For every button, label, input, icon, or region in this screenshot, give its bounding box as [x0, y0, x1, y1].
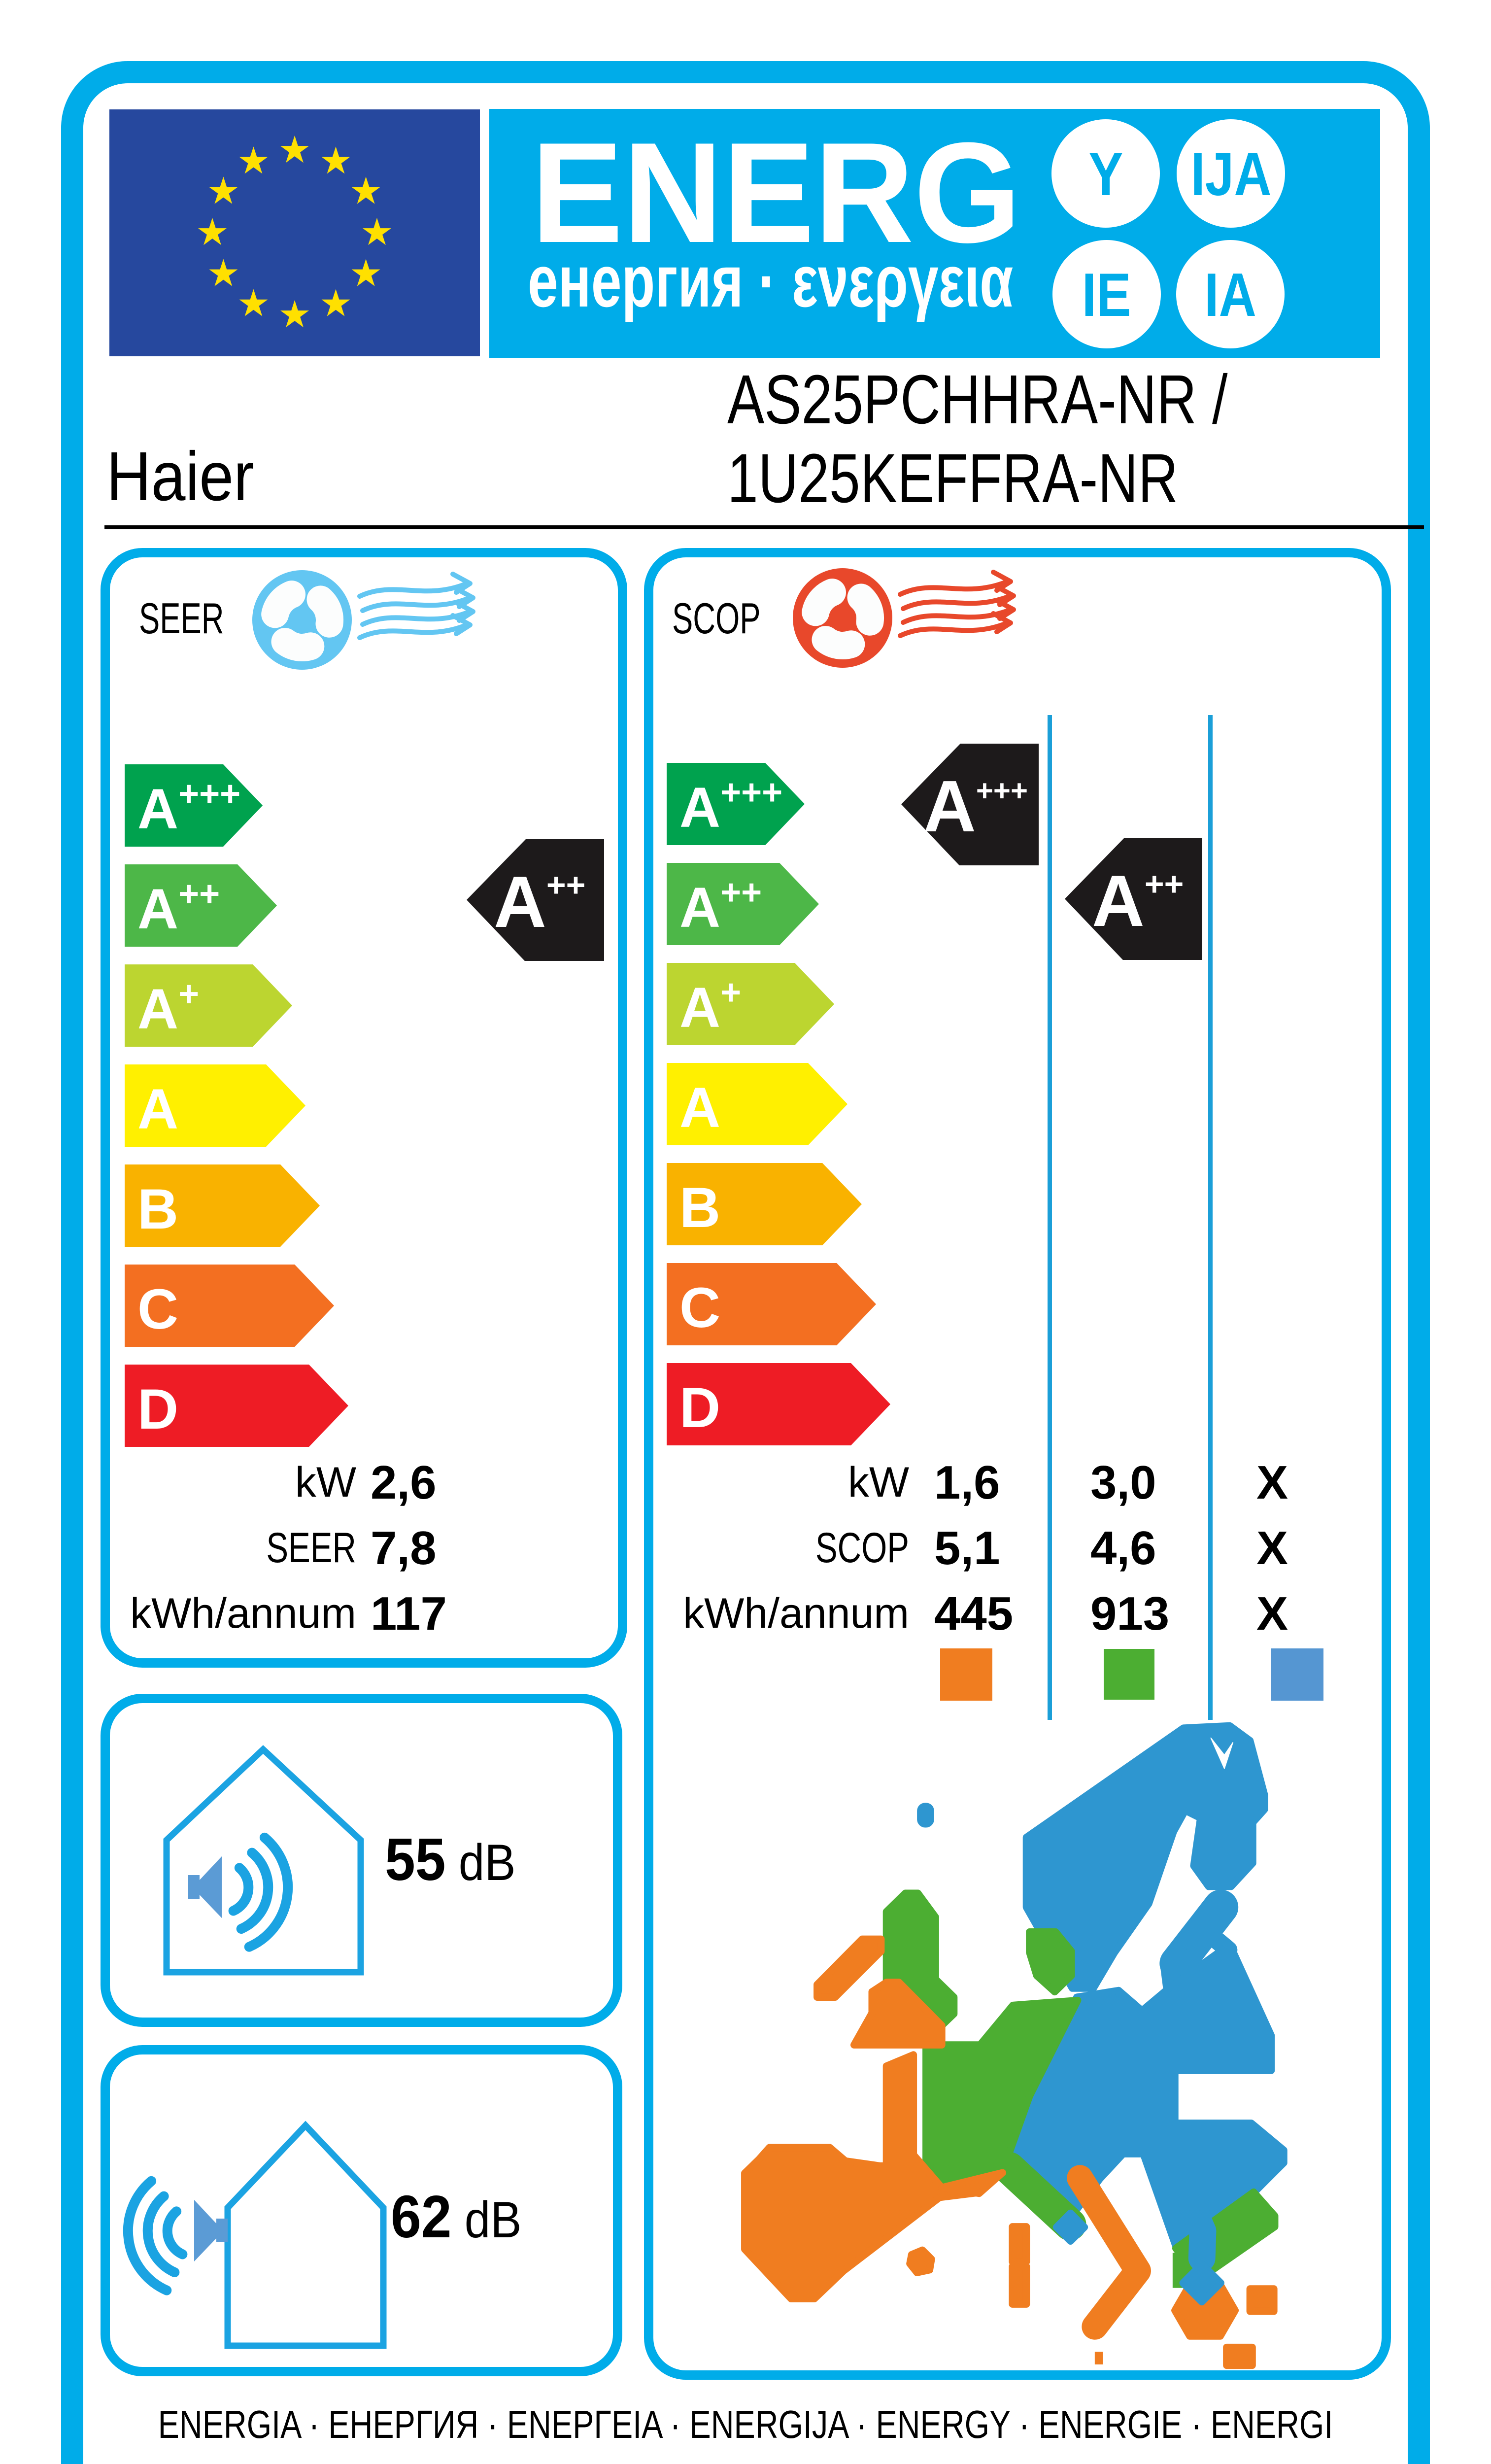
svg-text:A++: A++: [494, 861, 585, 943]
svg-text:A: A: [137, 1078, 178, 1141]
svg-text:A: A: [679, 1076, 720, 1139]
svg-text:B: B: [679, 1176, 720, 1239]
svg-text:A++: A++: [1092, 860, 1184, 942]
svg-text:D: D: [679, 1376, 720, 1439]
svg-text:C: C: [137, 1278, 178, 1341]
svg-text:B: B: [137, 1178, 178, 1241]
svg-text:D: D: [137, 1378, 178, 1441]
svg-text:C: C: [679, 1276, 720, 1339]
